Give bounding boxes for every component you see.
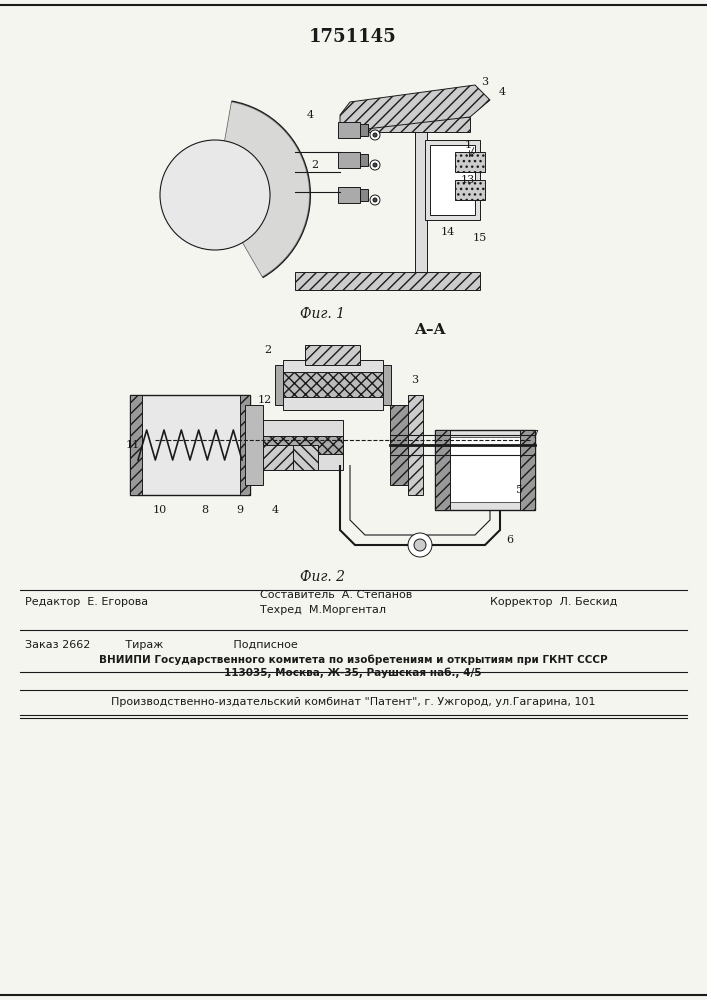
Text: ВНИИПИ Государственного комитета по изобретениям и открытиям при ГКНТ СССР: ВНИИПИ Государственного комитета по изоб…	[99, 655, 607, 665]
Bar	[283, 372, 383, 397]
Bar	[425, 140, 480, 220]
Text: 4: 4	[271, 505, 279, 515]
Text: 4: 4	[306, 110, 314, 120]
Circle shape	[370, 195, 380, 205]
Bar	[245, 405, 263, 485]
Bar	[415, 117, 427, 272]
Bar	[338, 122, 360, 138]
Text: 3: 3	[411, 375, 419, 385]
Circle shape	[373, 133, 377, 137]
Bar	[408, 395, 423, 495]
Bar	[295, 272, 480, 290]
Text: Техред  М.Моргентал: Техред М.Моргентал	[260, 605, 386, 615]
Bar	[448, 437, 523, 502]
Text: 10: 10	[153, 505, 167, 515]
Text: 7: 7	[532, 430, 539, 440]
Circle shape	[408, 533, 432, 557]
Bar	[293, 445, 318, 470]
Text: Заказ 2662          Тираж                    Подписное: Заказ 2662 Тираж Подписное	[25, 640, 298, 650]
Text: Составитель  А. Степанов: Составитель А. Степанов	[260, 590, 412, 600]
Bar	[360, 189, 368, 201]
Bar	[305, 345, 360, 365]
Text: 11: 11	[126, 440, 140, 450]
Text: Фиг. 1: Фиг. 1	[300, 307, 346, 321]
Bar	[383, 365, 391, 405]
Bar	[340, 117, 470, 132]
Text: Фиг. 2: Фиг. 2	[300, 570, 346, 584]
Circle shape	[160, 140, 270, 250]
Text: 6: 6	[506, 535, 513, 545]
Text: 13: 13	[461, 175, 475, 185]
Circle shape	[373, 163, 377, 167]
Bar	[360, 154, 368, 166]
Bar	[338, 187, 360, 203]
Polygon shape	[340, 85, 490, 132]
Text: Корректор  Л. Бескид: Корректор Л. Бескид	[490, 597, 617, 607]
Bar	[275, 365, 283, 405]
Bar	[430, 145, 475, 215]
Bar	[455, 180, 485, 200]
Text: 9: 9	[236, 505, 244, 515]
Bar	[263, 420, 343, 470]
Polygon shape	[215, 101, 310, 277]
Text: 8: 8	[201, 505, 209, 515]
Text: 5: 5	[516, 485, 524, 495]
Bar	[283, 360, 383, 410]
Text: 1: 1	[464, 140, 472, 150]
Text: 12: 12	[258, 395, 272, 405]
Circle shape	[370, 130, 380, 140]
Bar	[435, 430, 535, 510]
Circle shape	[414, 539, 426, 551]
Bar	[130, 395, 250, 495]
Text: 15: 15	[473, 233, 487, 243]
Text: 2: 2	[312, 160, 319, 170]
Text: A–A: A–A	[414, 323, 445, 337]
Text: 4: 4	[498, 87, 506, 97]
Bar	[360, 124, 368, 136]
Text: Производственно-издательский комбинат "Патент", г. Ужгород, ул.Гагарина, 101: Производственно-издательский комбинат "П…	[111, 697, 595, 707]
Text: 14: 14	[441, 227, 455, 237]
Circle shape	[373, 198, 377, 202]
Bar	[263, 436, 343, 454]
Bar	[390, 405, 408, 485]
Bar	[240, 395, 250, 495]
Bar	[338, 152, 360, 168]
Text: 3: 3	[481, 77, 489, 87]
Bar	[455, 152, 485, 172]
Bar	[520, 430, 535, 510]
Text: 1751145: 1751145	[309, 28, 397, 46]
Text: 113035, Москва, Ж-35, Раушская наб., 4/5: 113035, Москва, Ж-35, Раушская наб., 4/5	[224, 668, 481, 678]
Text: Редактор  Е. Егорова: Редактор Е. Егорова	[25, 597, 148, 607]
Bar	[130, 395, 142, 495]
Circle shape	[370, 160, 380, 170]
Text: 2: 2	[264, 345, 271, 355]
Bar	[435, 430, 450, 510]
Bar	[263, 445, 293, 470]
